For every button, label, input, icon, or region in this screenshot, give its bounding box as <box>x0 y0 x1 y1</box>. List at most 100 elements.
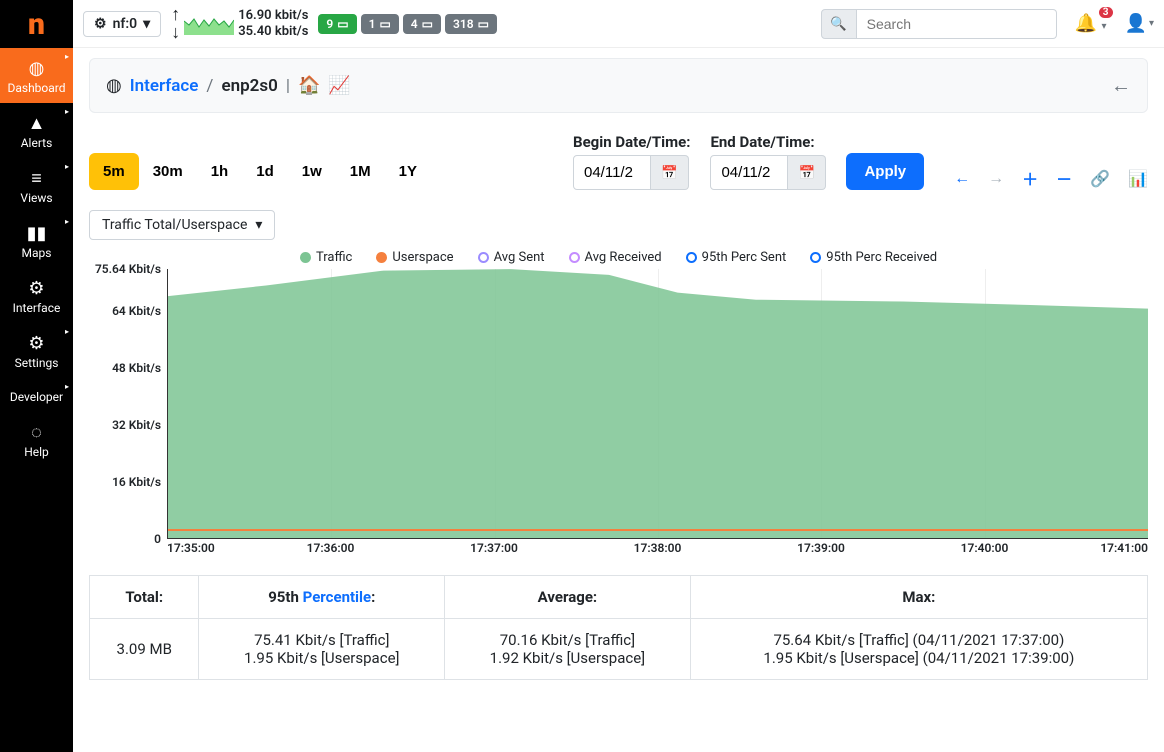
chart-type-icon[interactable]: 📊 <box>1128 169 1148 188</box>
sidebar-item-developer[interactable]: ▸Developer <box>0 378 73 412</box>
interface-selector[interactable]: ⚙ nf:0 ▾ <box>83 11 161 37</box>
sidebar-item-label: Dashboard <box>7 81 65 95</box>
legend-marker <box>569 252 580 263</box>
chevron-right-icon: ▸ <box>65 327 69 336</box>
bell-icon: 🔔 <box>1075 13 1097 34</box>
timerange-1h[interactable]: 1h <box>197 153 243 190</box>
chevron-down-icon: ▾ <box>255 217 262 233</box>
td-total: 3.09 MB <box>90 619 199 680</box>
end-calendar-button[interactable]: 📅 <box>788 155 826 190</box>
rate-display: ↑↓ 16.90 kbit/s 35.40 kbit/s <box>171 6 308 42</box>
y-axis: 75.64 Kbit/s64 Kbit/s48 Kbit/s32 Kbit/s1… <box>89 269 167 539</box>
apply-button[interactable]: Apply <box>846 153 924 190</box>
interface-icon: ⚙ <box>0 278 73 299</box>
end-label: End Date/Time: <box>710 133 826 151</box>
legend-marker <box>300 252 311 263</box>
breadcrumb-current: enp2s0 <box>221 76 277 96</box>
sidebar-item-label: Maps <box>22 246 52 260</box>
logo[interactable]: n <box>0 0 73 48</box>
legend-marker <box>376 252 387 263</box>
search-input[interactable] <box>857 9 1057 39</box>
link-icon[interactable]: 🔗 <box>1090 169 1110 188</box>
sidebar-item-help[interactable]: ◌Help <box>0 412 73 467</box>
timerange-1w[interactable]: 1w <box>288 153 336 190</box>
x-tick: 17:41:00 <box>1100 541 1148 555</box>
legend-label: Userspace <box>392 250 453 265</box>
sidebar-item-alerts[interactable]: ▸▲Alerts <box>0 103 73 158</box>
percentile-link[interactable]: Percentile <box>303 588 371 606</box>
x-tick: 17:40:00 <box>961 541 1009 555</box>
home-icon[interactable]: 🏠 <box>298 75 320 96</box>
dashboard-icon: ◍ <box>106 75 122 96</box>
search-icon: 🔍 <box>830 16 847 32</box>
chart-icon[interactable]: 📈 <box>328 75 350 96</box>
sidebar-item-label: Developer <box>10 390 63 404</box>
y-tick: 32 Kbit/s <box>112 418 161 432</box>
chart-area[interactable] <box>167 269 1148 539</box>
legend-item[interactable]: Avg Sent <box>478 250 545 265</box>
notifications[interactable]: 🔔 3 ▾ <box>1075 13 1107 34</box>
device-icon: ▭ <box>379 17 390 31</box>
chevron-down-icon: ▾ <box>1102 21 1107 32</box>
legend-item[interactable]: Userspace <box>376 250 453 265</box>
help-icon: ◌ <box>0 422 73 443</box>
breadcrumb-link[interactable]: Interface <box>130 76 199 96</box>
timerange-30m[interactable]: 30m <box>139 153 197 190</box>
x-tick: 17:38:00 <box>634 541 682 555</box>
y-tick: 0 <box>154 532 161 546</box>
legend-item[interactable]: 95th Perc Sent <box>686 250 787 265</box>
main: ⚙ nf:0 ▾ ↑↓ 16.90 kbit/s 35.40 kbit/s 9 … <box>73 0 1164 752</box>
alerts-icon: ▲ <box>0 113 73 134</box>
begin-date-input[interactable] <box>573 155 651 190</box>
timerange-1Y[interactable]: 1Y <box>385 153 431 190</box>
back-arrow[interactable]: ← <box>1111 73 1131 98</box>
device-icon: ▭ <box>478 17 489 31</box>
begin-date-group: Begin Date/Time: 📅 <box>573 133 690 190</box>
search-button[interactable]: 🔍 <box>821 9 857 39</box>
topbar: ⚙ nf:0 ▾ ↑↓ 16.90 kbit/s 35.40 kbit/s 9 … <box>73 0 1164 48</box>
nav-back-icon[interactable]: ← <box>954 168 970 188</box>
timerange-1d[interactable]: 1d <box>242 153 288 190</box>
user-icon: 👤 <box>1125 13 1147 34</box>
sidebar-item-label: Interface <box>13 301 61 315</box>
status-badge[interactable]: 4 ▭ <box>403 14 441 34</box>
status-badge[interactable]: 318 ▭ <box>445 14 497 34</box>
begin-calendar-button[interactable]: 📅 <box>651 155 689 190</box>
sidebar-item-views[interactable]: ▸≡Views <box>0 158 73 213</box>
sidebar-item-settings[interactable]: ▸⚙Settings <box>0 323 73 378</box>
dashboard-icon: ◍ <box>0 58 73 79</box>
updown-icon: ↑↓ <box>171 6 180 42</box>
y-tick: 75.64 Kbit/s <box>95 262 161 276</box>
timerange-5m[interactable]: 5m <box>89 153 139 190</box>
x-tick: 17:35:00 <box>167 541 215 555</box>
sidebar-item-interface[interactable]: ⚙ Interface <box>0 268 73 323</box>
metric-dropdown[interactable]: Traffic Total/Userspace ▾ <box>89 210 275 240</box>
chevron-right-icon: ▸ <box>65 382 69 391</box>
chart-legend: Traffic Userspace Avg Sent Avg Received 95th… <box>89 250 1148 265</box>
chevron-right-icon: ▸ <box>65 162 69 171</box>
device-icon: ▭ <box>337 17 348 31</box>
status-badge[interactable]: 1 ▭ <box>361 14 399 34</box>
legend-item[interactable]: 95th Perc Received <box>810 250 937 265</box>
user-menu[interactable]: 👤 ▾ <box>1125 13 1154 34</box>
legend-marker <box>810 252 821 263</box>
end-date-input[interactable] <box>710 155 788 190</box>
settings-icon: ⚙ <box>0 333 73 354</box>
content: ◍ Interface / enp2s0 | 🏠 📈 ← 5m30m1h1d1w… <box>73 48 1164 752</box>
legend-item[interactable]: Avg Received <box>569 250 662 265</box>
rate-down: 16.90 kbit/s <box>238 8 308 24</box>
sidebar-item-dashboard[interactable]: ▸◍ Dashboard <box>0 48 73 103</box>
legend-item[interactable]: Traffic <box>300 250 352 265</box>
chevron-right-icon: ▸ <box>65 52 69 61</box>
x-tick: 17:37:00 <box>470 541 518 555</box>
sidebar-item-maps[interactable]: ▸▮▮Maps <box>0 213 73 268</box>
timerange-1M[interactable]: 1M <box>336 153 385 190</box>
x-tick: 17:39:00 <box>797 541 845 555</box>
breadcrumb: ◍ Interface / enp2s0 | 🏠 📈 ← <box>89 58 1148 113</box>
zoom-in-icon[interactable]: ＋ <box>1022 166 1038 190</box>
td-p95: 75.41 Kbit/s [Traffic]1.95 Kbit/s [Users… <box>199 619 445 680</box>
zoom-out-icon[interactable]: － <box>1056 166 1072 190</box>
nf-label: nf:0 <box>113 16 138 32</box>
status-badge[interactable]: 9 ▭ <box>318 14 356 34</box>
calendar-icon: 📅 <box>661 165 678 181</box>
